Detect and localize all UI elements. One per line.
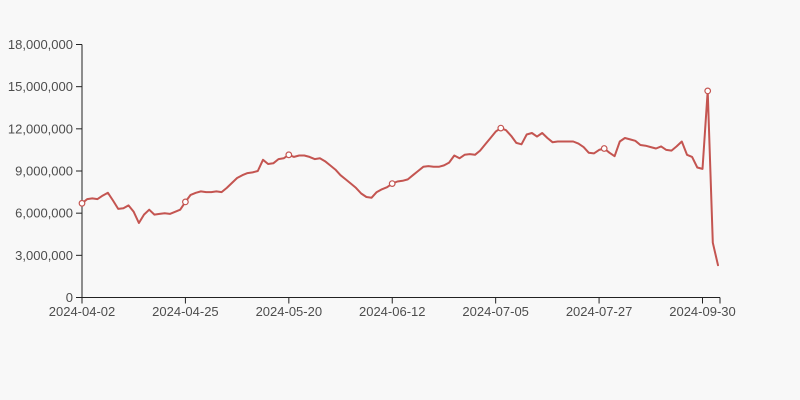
y-tick-label: 6,000,000 xyxy=(15,206,73,221)
series-line xyxy=(81,89,719,267)
y-tick-label: 18,000,000 xyxy=(8,37,73,52)
data-point-marker[interactable] xyxy=(285,151,293,159)
data-point-marker[interactable] xyxy=(78,199,86,207)
x-tick-label: 2024-07-05 xyxy=(462,304,529,319)
y-tick-label: 0 xyxy=(66,290,73,305)
y-tick-label: 15,000,000 xyxy=(8,79,73,94)
data-point-marker[interactable] xyxy=(388,180,396,188)
data-point-marker[interactable] xyxy=(704,87,712,95)
x-tick-label: 2024-09-30 xyxy=(669,304,736,319)
x-tick-label: 2024-05-20 xyxy=(256,304,323,319)
y-tick-label: 12,000,000 xyxy=(8,121,73,136)
data-point-marker[interactable] xyxy=(181,198,189,206)
x-tick-label: 2024-04-25 xyxy=(152,304,219,319)
x-tick-label: 2024-04-02 xyxy=(49,304,116,319)
y-tick-label: 9,000,000 xyxy=(15,164,73,179)
data-point-marker[interactable] xyxy=(600,145,608,152)
y-tick-label: 3,000,000 xyxy=(15,248,73,263)
x-tick-label: 2024-07-27 xyxy=(566,304,633,319)
data-point-marker[interactable] xyxy=(497,124,505,132)
x-tick-label: 2024-06-12 xyxy=(359,304,426,319)
